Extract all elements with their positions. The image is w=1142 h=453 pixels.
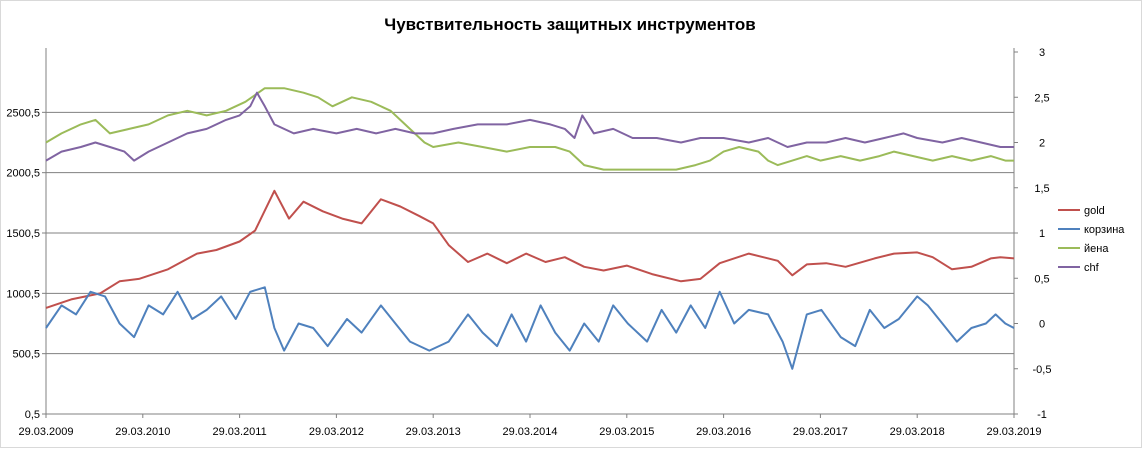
x-tick-label: 29.03.2015: [599, 426, 654, 438]
series-line-2: [45, 87, 1014, 171]
x-tick-label: 29.03.2016: [696, 426, 751, 438]
legend-label: корзина: [1084, 224, 1125, 236]
right-tick-label: 2: [1039, 138, 1045, 150]
x-tick-label: 29.03.2014: [502, 426, 557, 438]
right-tick-label: 1,5: [1034, 183, 1049, 195]
x-tick-label: 29.03.2019: [986, 426, 1041, 438]
left-tick-label: 2500,5: [6, 107, 40, 119]
x-tick-label: 29.03.2018: [890, 426, 945, 438]
right-tick-label: 0,5: [1034, 273, 1049, 285]
right-tick-label: 2,5: [1034, 92, 1049, 104]
left-tick-label: 1000,5: [6, 288, 40, 300]
chart-title: Чувствительность защитных инструментов: [384, 15, 755, 34]
x-tick-label: 29.03.2013: [406, 426, 461, 438]
left-tick-label: 500,5: [12, 349, 40, 361]
right-tick-label: 3: [1039, 47, 1045, 59]
right-tick-label: 0: [1039, 319, 1045, 331]
left-tick-label: 0,5: [25, 409, 40, 421]
axes: 0,5 500,5 1000,5 1500,5 2000,5 2500,5 -1 -0,5 0 0…: [6, 47, 1051, 438]
x-tick-label: 29.03.2012: [309, 426, 364, 438]
right-tick-label: 1: [1039, 228, 1045, 240]
series-line-3: [45, 91, 1014, 162]
x-tick-label: 29.03.2017: [793, 426, 848, 438]
legend-label: йена: [1084, 243, 1109, 255]
legend: gold корзина йена chf: [1058, 205, 1125, 274]
left-tick-label: 2000,5: [6, 168, 40, 180]
left-tick-label: 1500,5: [6, 228, 40, 240]
series-lines: [45, 87, 1015, 370]
x-tick-label: 29.03.2011: [212, 426, 266, 438]
right-tick-label: -0,5: [1033, 364, 1052, 376]
x-tick-label: 29.03.2009: [18, 426, 73, 438]
legend-label: gold: [1084, 205, 1105, 217]
x-tick-label: 29.03.2010: [115, 426, 170, 438]
legend-label: chf: [1084, 262, 1100, 274]
series-line-1: [45, 286, 1015, 370]
right-tick-label: -1: [1037, 409, 1047, 421]
series-line-0: [45, 189, 1015, 309]
